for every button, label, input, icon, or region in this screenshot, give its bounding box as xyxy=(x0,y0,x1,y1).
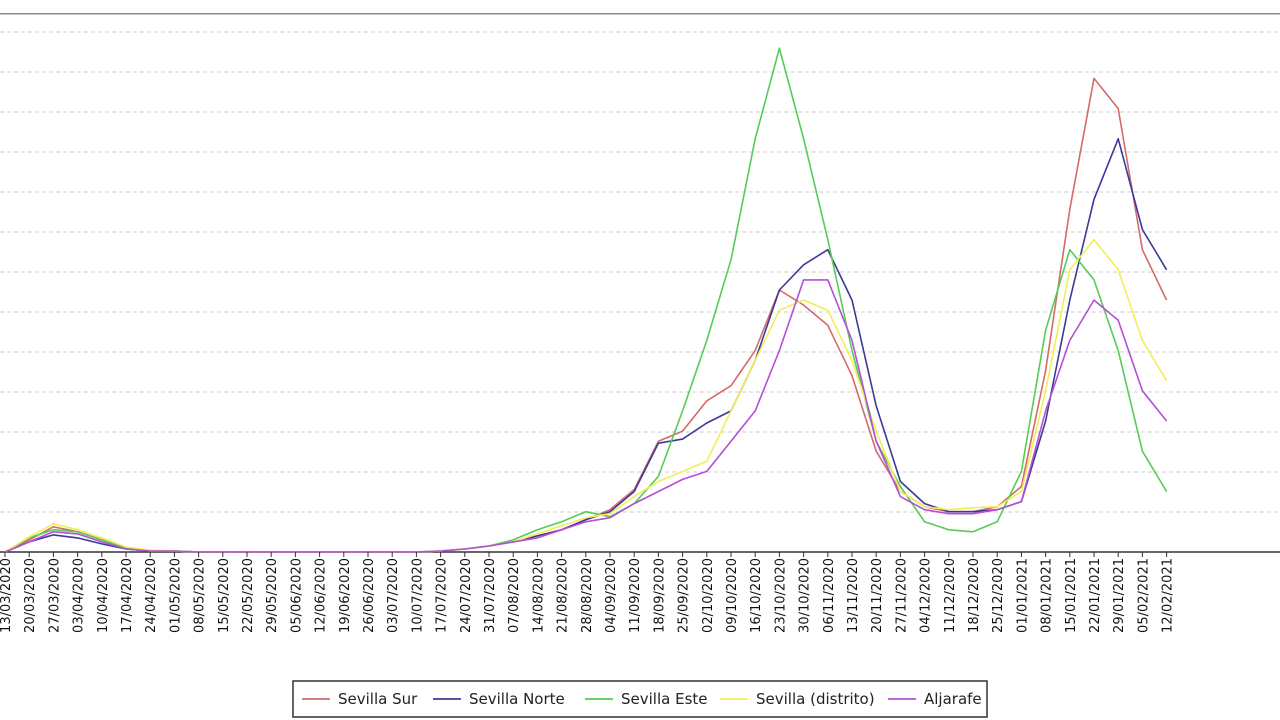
x-tick-label: 03/07/2020 xyxy=(386,558,401,633)
x-tick-label: 12/06/2020 xyxy=(314,558,329,633)
x-tick-label: 29/01/2021 xyxy=(1112,558,1127,633)
x-tick-label: 22/01/2021 xyxy=(1088,558,1103,633)
x-tick-label: 23/10/2020 xyxy=(773,558,788,633)
plot-frame-top xyxy=(0,13,1280,15)
x-tick-label: 08/01/2021 xyxy=(1040,558,1055,633)
x-tick-label: 04/09/2020 xyxy=(604,558,619,633)
x-tick-label: 13/03/2020 xyxy=(0,558,14,633)
x-tick-label: 16/10/2020 xyxy=(749,558,764,633)
x-tick-label: 17/07/2020 xyxy=(435,558,450,633)
series-line-2 xyxy=(4,47,1168,553)
x-tick-label: 25/12/2020 xyxy=(991,558,1006,633)
x-tick-label: 05/06/2020 xyxy=(289,558,304,633)
x-tick-label: 20/11/2020 xyxy=(870,558,885,633)
x-tick-label: 02/10/2020 xyxy=(701,558,716,633)
x-tick-label: 22/05/2020 xyxy=(241,558,256,633)
series-lines xyxy=(4,47,1168,553)
x-tick-label: 09/10/2020 xyxy=(725,558,740,633)
x-tick-label: 07/08/2020 xyxy=(507,558,522,633)
x-tick-label: 24/07/2020 xyxy=(459,558,474,633)
x-tick-label: 27/03/2020 xyxy=(47,558,62,633)
x-tick-label: 26/06/2020 xyxy=(362,558,377,633)
x-tick-label: 11/09/2020 xyxy=(628,558,643,633)
x-tick-label: 11/12/2020 xyxy=(943,558,958,633)
series-line-0 xyxy=(4,77,1168,553)
x-tick-labels: 13/03/2020 20/03/2020 27/03/2020 03/04/2020… xyxy=(0,552,1176,633)
x-tick-label: 04/12/2020 xyxy=(919,558,934,633)
x-tick-label: 10/04/2020 xyxy=(96,558,111,633)
x-tick-label: 27/11/2020 xyxy=(894,558,909,633)
x-tick-label: 14/08/2020 xyxy=(531,558,546,633)
legend-label: Sevilla Norte xyxy=(469,690,565,708)
x-tick-label: 31/07/2020 xyxy=(483,558,498,633)
legend-label: Aljarafe xyxy=(924,690,982,708)
x-tick-label: 29/05/2020 xyxy=(265,558,280,633)
legend-box xyxy=(292,680,988,718)
x-tick-label: 21/08/2020 xyxy=(556,558,571,633)
legend-label: Sevilla Sur xyxy=(338,690,418,708)
x-tick-label: 28/08/2020 xyxy=(580,558,595,633)
x-tick-label: 15/05/2020 xyxy=(217,558,232,633)
x-tick-label: 25/09/2020 xyxy=(677,558,692,633)
x-tick-label: 10/07/2020 xyxy=(410,558,425,633)
legend: Sevilla Sur Sevilla Norte Sevilla Este Sevi… xyxy=(292,680,988,718)
x-tick-label: 15/01/2021 xyxy=(1064,558,1079,633)
x-tick-label: 24/04/2020 xyxy=(144,558,159,633)
series-line-1 xyxy=(4,138,1168,553)
series-line-3 xyxy=(4,238,1168,553)
gridlines xyxy=(0,31,1280,513)
legend-label: Sevilla (distrito) xyxy=(756,690,875,708)
x-tick-label: 20/03/2020 xyxy=(23,558,38,633)
x-tick-label: 08/05/2020 xyxy=(193,558,208,633)
x-tick-label: 18/09/2020 xyxy=(652,558,667,633)
x-tick-label: 03/04/2020 xyxy=(72,558,87,633)
x-tick-label: 13/11/2020 xyxy=(846,558,861,633)
x-tick-label: 30/10/2020 xyxy=(798,558,813,633)
x-tick-label: 18/12/2020 xyxy=(967,558,982,633)
x-tick-label: 12/02/2021 xyxy=(1161,558,1176,633)
x-tick-label: 17/04/2020 xyxy=(120,558,135,633)
x-tick-label: 06/11/2020 xyxy=(822,558,837,633)
x-tick-label: 01/01/2021 xyxy=(1015,558,1030,633)
x-tick-label: 01/05/2020 xyxy=(168,558,183,633)
x-tick-label: 19/06/2020 xyxy=(338,558,353,633)
legend-label: Sevilla Este xyxy=(621,690,708,708)
x-tick-label: 05/02/2021 xyxy=(1136,558,1151,633)
